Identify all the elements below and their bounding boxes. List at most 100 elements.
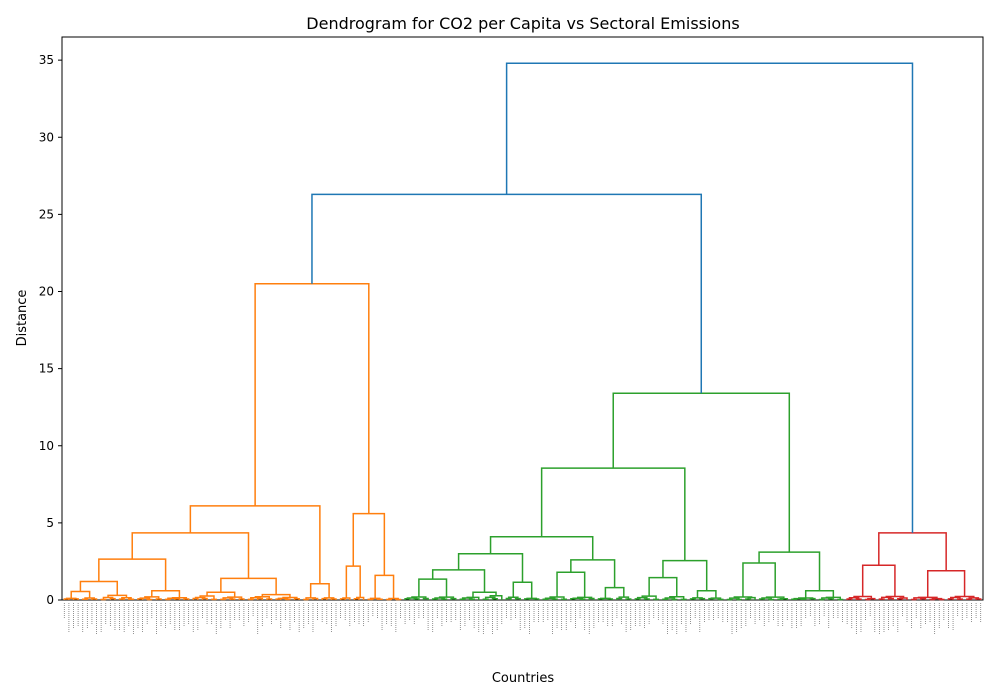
dendrogram-leaf-link — [577, 596, 593, 599]
dendrogram-link-G1a1x — [431, 569, 486, 593]
dendrogram-leaf-link — [254, 595, 270, 600]
y-tick-label: 20 — [39, 285, 54, 299]
dendrogram-leaf-link — [342, 597, 351, 600]
dendrogram-leaf-link — [303, 598, 310, 601]
dendrogram-leaf-link — [956, 598, 964, 600]
dendrogram-leaf-link — [726, 598, 733, 601]
dendrogram-leaf-link — [284, 598, 291, 601]
dendrogram-leaf-link — [855, 598, 862, 600]
dendrogram-link-O1a1 — [98, 558, 167, 591]
dendrogram-link-G — [612, 392, 791, 553]
dendrogram-leaf-link — [768, 598, 775, 601]
dendrogram-link-C123 — [311, 193, 703, 394]
dendrogram-leaf-link — [636, 596, 648, 600]
dendrogram-link-O2b — [374, 574, 395, 599]
dendrogram-leaf-link — [526, 597, 538, 600]
dendrogram-leaf-link — [484, 596, 496, 600]
y-axis-label: Distance — [15, 290, 30, 347]
dendrogram-leaf-link — [220, 598, 227, 601]
dendrogram-leaf-link — [155, 598, 162, 600]
dendrogram-leaf-link — [489, 595, 503, 600]
dendrogram-leaf-link — [837, 598, 844, 601]
dendrogram-leaf-link — [65, 597, 77, 600]
dendrogram-leaf-link — [210, 598, 218, 601]
dendrogram-leaf-link — [848, 596, 860, 600]
dendrogram-leaf-link — [406, 597, 418, 599]
dendrogram-leaf-link — [194, 596, 206, 599]
plot-area — [61, 36, 984, 601]
dendrogram-leaf-link — [938, 598, 945, 601]
dendrogram-leaf-link — [680, 598, 687, 601]
dendrogram-link-O1a1x2 — [107, 594, 128, 598]
dendrogram-leaf-link — [353, 597, 360, 600]
dendrogram-leaf-link — [791, 598, 798, 601]
dendrogram-leaf-link — [652, 598, 660, 601]
dendrogram-leaf-link — [542, 598, 549, 600]
dendrogram-leaf-link — [139, 597, 151, 600]
dendrogram-leaf-link — [247, 598, 254, 601]
dendrogram-link-O1a — [131, 532, 250, 579]
dendrogram-leaf-link — [144, 596, 160, 599]
dendrogram-link-G2a — [742, 562, 776, 598]
dendrogram-leaf-link — [798, 597, 814, 599]
dendrogram-leaf-link — [544, 597, 556, 600]
dendrogram-leaf-link — [717, 598, 724, 601]
dendrogram-leaf-link — [931, 597, 943, 600]
dendrogram-leaf-link — [305, 597, 317, 600]
dendrogram-leaf-link — [634, 598, 641, 600]
dendrogram-leaf-link — [625, 598, 632, 600]
dendrogram-leaf-link — [966, 598, 973, 600]
dendrogram-leaf-link — [643, 598, 650, 600]
dendrogram-leaf-link — [422, 597, 429, 600]
dendrogram-leaf-link — [91, 598, 98, 600]
dendrogram-link-O1a2x — [206, 591, 236, 598]
dendrogram-leaf-link — [616, 597, 623, 600]
dendrogram-link-root — [505, 62, 914, 533]
dendrogram-leaf-link — [413, 598, 420, 600]
dendrogram-leaf-link — [229, 598, 236, 600]
dendrogram-leaf-link — [450, 597, 457, 600]
dendrogram-leaf-link — [560, 598, 567, 601]
y-tick-label: 15 — [39, 362, 54, 376]
dendrogram-leaf-link — [431, 598, 439, 600]
dendrogram-leaf-link — [878, 598, 885, 600]
dendrogram-links — [63, 62, 982, 601]
dendrogram-leaf-link — [761, 597, 772, 600]
dendrogram-link-G1a1x1 — [418, 578, 448, 598]
leaf-labels — [63, 603, 982, 635]
y-tick-label: 0 — [46, 593, 54, 607]
dendrogram-leaf-link — [367, 598, 374, 601]
y-tick-label: 25 — [39, 207, 54, 221]
dendrogram-leaf-link — [524, 598, 531, 600]
dendrogram-leaf-link — [275, 598, 282, 600]
dendrogram-leaf-link — [920, 597, 927, 600]
dendrogram-leaf-link — [950, 596, 961, 600]
dendrogram-leaf-link — [100, 598, 107, 601]
dendrogram-leaf-link — [887, 597, 894, 600]
y-axis-ticks: 0 5 10 15 20 25 30 35 — [39, 53, 62, 607]
dendrogram-leaf-link — [507, 596, 519, 599]
dendrogram-leaf-link — [825, 596, 841, 600]
y-tick-label: 5 — [46, 516, 54, 530]
y-tick-label: 10 — [39, 439, 54, 453]
dendrogram-link-G1a2 — [570, 559, 616, 588]
dendrogram-leaf-link — [118, 598, 125, 600]
dendrogram-leaf-link — [459, 598, 466, 601]
dendrogram-link-R — [878, 532, 947, 571]
dendrogram-link-G1a1x2 — [472, 591, 497, 598]
y-tick-label: 30 — [39, 130, 54, 144]
dendrogram-leaf-link — [434, 597, 445, 600]
dendrogram-leaf-link — [482, 598, 489, 600]
dendrogram-link-G2 — [758, 551, 821, 591]
dendrogram-leaf-link — [385, 598, 393, 601]
dendrogram-leaf-link — [572, 597, 584, 600]
dendrogram-leaf-link — [551, 598, 558, 600]
y-tick-label: 35 — [39, 53, 54, 67]
dendrogram-link-G1a — [489, 536, 594, 560]
dendrogram-leaf-link — [81, 598, 89, 601]
dendrogram-leaf-link — [146, 598, 153, 601]
dendrogram-link-G1a1y — [512, 581, 533, 599]
dendrogram-leaf-link — [395, 598, 402, 601]
dendrogram-leaf-link — [664, 597, 676, 600]
